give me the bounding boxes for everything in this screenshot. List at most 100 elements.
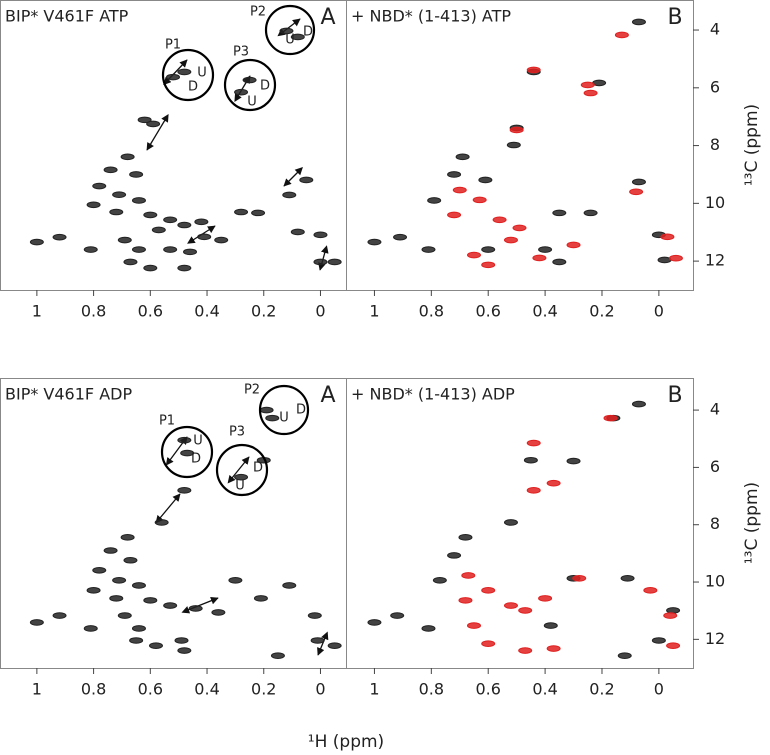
peak <box>290 228 305 236</box>
panel-title: + NBD* (1-413) ATP <box>351 7 511 26</box>
annotation: P3 <box>233 45 249 60</box>
peak <box>214 236 229 244</box>
peak <box>307 612 322 619</box>
peak <box>166 73 180 81</box>
peak <box>660 233 675 241</box>
peak <box>163 246 178 253</box>
peak <box>177 221 192 229</box>
peak <box>177 436 192 444</box>
peak <box>183 248 198 256</box>
peak <box>299 176 314 184</box>
annotation: D <box>303 25 313 40</box>
peak <box>86 587 101 594</box>
peak <box>163 216 178 224</box>
annotation: P1 <box>165 38 181 53</box>
peak <box>580 81 595 89</box>
peak <box>154 519 169 526</box>
peak <box>83 625 98 632</box>
peak <box>523 456 538 464</box>
peak <box>663 612 678 619</box>
peak <box>506 141 521 149</box>
peak <box>177 68 192 76</box>
y-tick-label: 4 <box>710 20 720 39</box>
annotation: D <box>253 461 263 476</box>
peak <box>478 176 493 184</box>
arrow <box>155 493 181 524</box>
peak <box>620 575 635 582</box>
peak <box>509 126 524 134</box>
annotation: U <box>193 434 203 449</box>
x-tick-label: 0.8 <box>419 302 444 321</box>
y-tick-label: 12 <box>705 251 725 270</box>
peak <box>234 88 249 96</box>
peak <box>327 642 342 649</box>
y-tick-label: 8 <box>710 135 720 154</box>
peak <box>163 602 178 609</box>
peak <box>177 487 192 494</box>
peak <box>538 246 553 253</box>
y-tick-label: 6 <box>710 457 720 476</box>
peak <box>526 66 541 74</box>
peak <box>466 251 481 259</box>
peak <box>481 587 496 594</box>
annotation: U <box>285 33 295 48</box>
annotation-circle <box>258 384 310 436</box>
peak <box>503 519 518 526</box>
x-tick-label: 0 <box>654 680 664 699</box>
peak <box>466 622 481 629</box>
peak <box>123 258 138 266</box>
peak <box>552 258 567 266</box>
peak <box>188 605 203 612</box>
x-tick-label: 0.2 <box>589 302 614 321</box>
panel-title: BIP* V461F ATP <box>5 7 129 26</box>
peak <box>512 224 527 232</box>
peak <box>211 609 226 616</box>
peak <box>631 178 646 186</box>
peak <box>583 209 598 217</box>
peak <box>129 171 144 178</box>
peak <box>92 566 107 574</box>
peak <box>86 201 101 209</box>
peak <box>455 153 470 161</box>
peak <box>112 191 127 198</box>
peak <box>143 264 158 272</box>
x-tick-label: 0.4 <box>194 302 219 321</box>
annotation: D <box>260 79 270 94</box>
peak <box>472 196 487 204</box>
peak <box>631 400 646 408</box>
annotation: U <box>279 411 289 426</box>
arrows <box>146 18 329 656</box>
x-tick-label: 1 <box>32 680 42 699</box>
y-tick-label: 10 <box>705 193 725 212</box>
peak <box>546 479 561 487</box>
peak <box>123 556 138 564</box>
peak <box>518 607 533 614</box>
annotation: U <box>197 66 207 81</box>
peak <box>117 612 132 619</box>
peak <box>234 208 249 216</box>
peak <box>117 236 132 244</box>
peak <box>120 153 135 161</box>
peak <box>421 625 436 632</box>
peak <box>546 645 561 652</box>
x-tick-label: 0.6 <box>475 302 500 321</box>
peak <box>452 186 467 194</box>
y-tick-label: 12 <box>705 629 725 648</box>
peak <box>327 258 342 266</box>
peak <box>518 647 533 654</box>
peak <box>52 612 67 619</box>
peak <box>552 209 567 217</box>
peak <box>447 171 462 178</box>
peak <box>109 208 124 216</box>
annotation: D <box>296 403 306 418</box>
y-axis-label: ¹³C (ppm) <box>742 482 762 564</box>
peak <box>447 552 462 559</box>
annotation-circle <box>160 425 214 479</box>
x-tick-label: 0.4 <box>532 680 557 699</box>
peak <box>310 637 325 644</box>
peak <box>421 246 436 253</box>
peak <box>503 602 518 609</box>
x-tick-label: 1 <box>369 680 379 699</box>
peak <box>458 597 473 604</box>
